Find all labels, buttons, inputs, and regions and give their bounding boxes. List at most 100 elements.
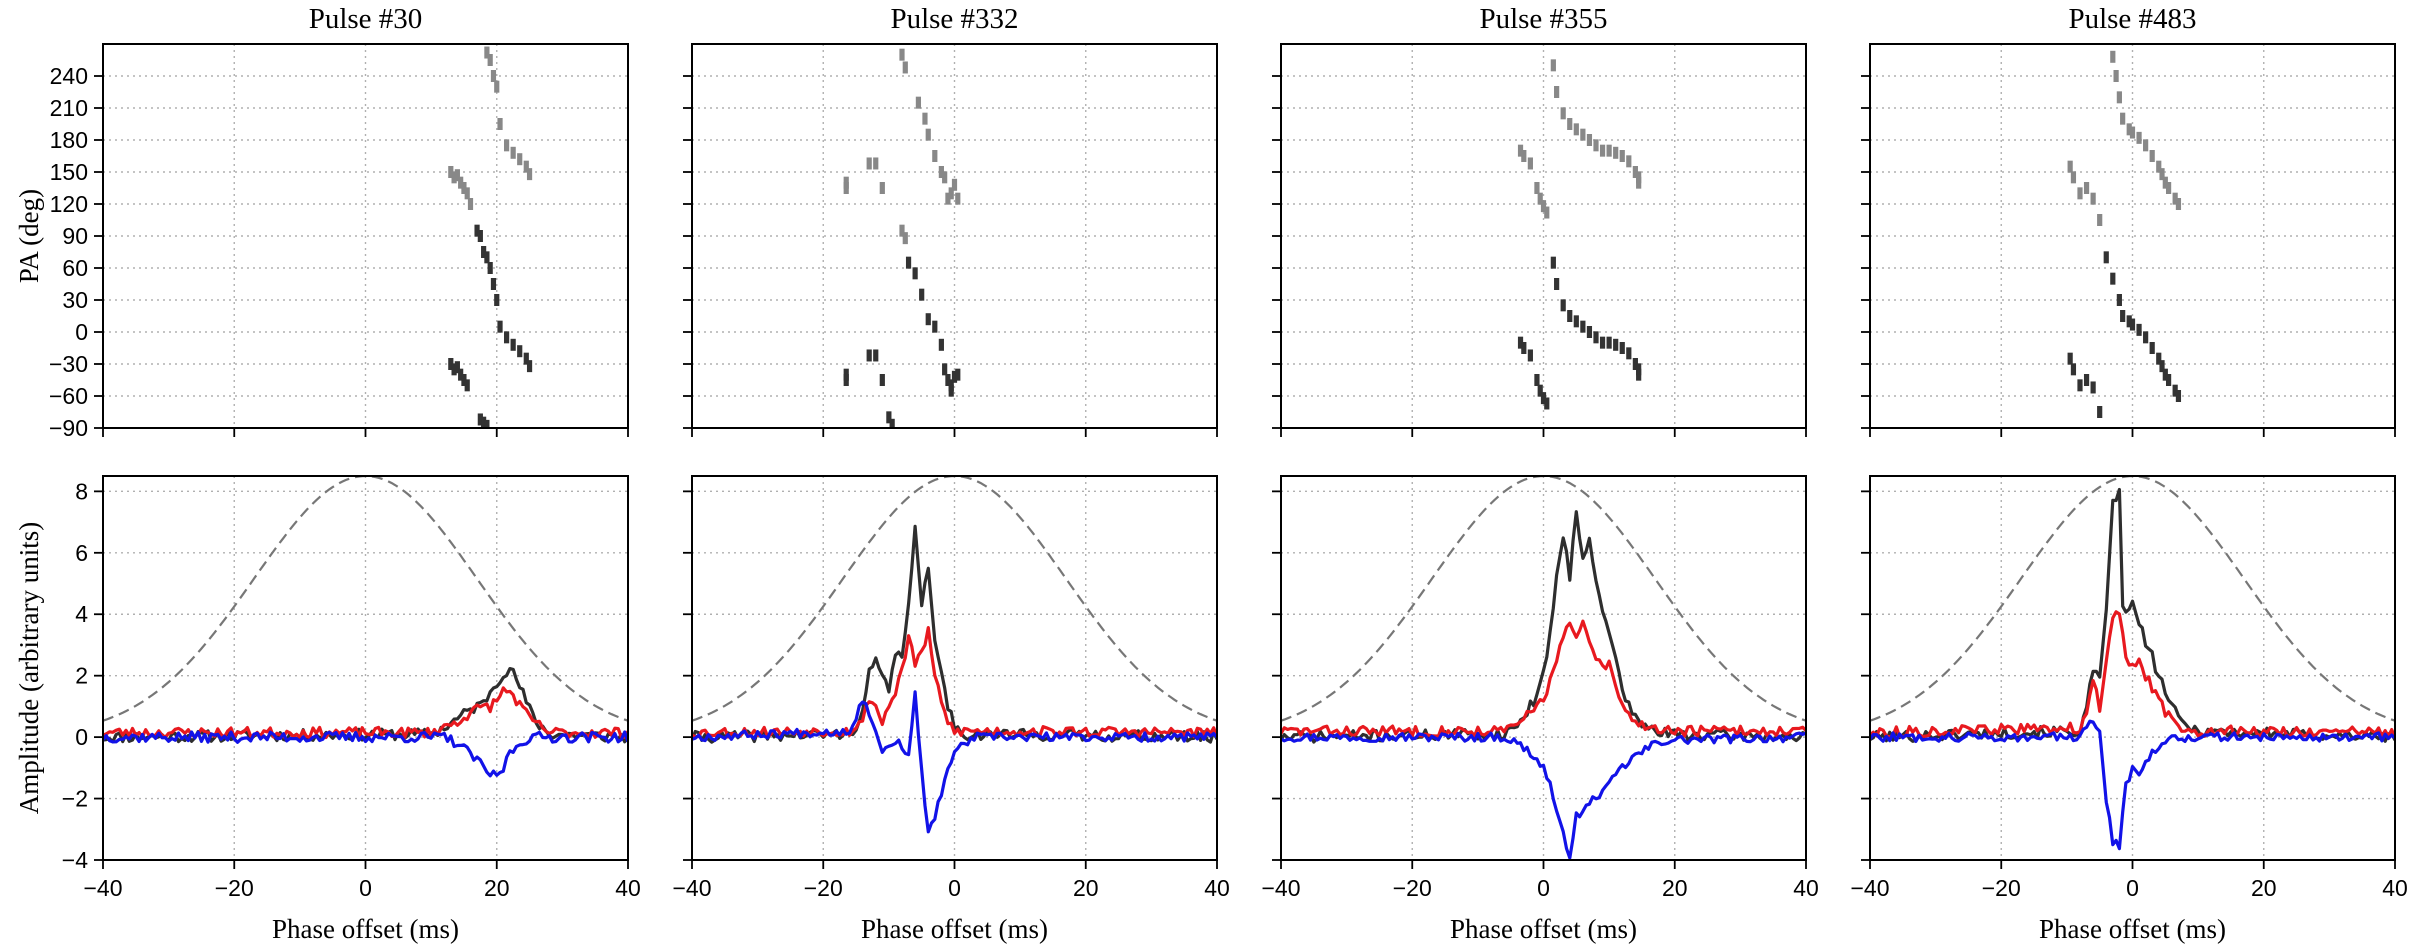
pa-point (879, 374, 885, 386)
gridlines (103, 476, 628, 860)
y-tick-label: 240 (50, 63, 88, 89)
pa-point (497, 118, 503, 130)
pa-point (945, 374, 951, 386)
x-tick-label: −40 (83, 875, 122, 901)
pa-point (922, 112, 928, 125)
pa-panel-1: −90 −60 −30 0 30 60 90 120 150 180 210 240 Pulse #30… (14, 3, 629, 441)
x-tick-label: 40 (615, 875, 641, 901)
pa-point (2136, 131, 2142, 144)
y-tick-label: 30 (62, 287, 88, 313)
plot-area (2067, 50, 2182, 418)
x-tick-label: −40 (1850, 875, 1889, 901)
pa-point (2110, 272, 2116, 285)
pa-point (886, 411, 892, 424)
profile-line-linear-polarization (1281, 619, 1806, 738)
pa-point (2165, 374, 2172, 386)
pa-point (1626, 347, 1632, 360)
pa-point (1636, 368, 1642, 381)
pa-point (2126, 123, 2132, 136)
pa-panel-3: Pulse #355 (1272, 3, 1807, 437)
pa-point (458, 176, 464, 189)
pa-point (2097, 406, 2103, 418)
y-tick-label: −2 (62, 786, 88, 812)
pa-point (866, 349, 872, 362)
y-tick-label: 8 (75, 478, 88, 504)
gridlines (103, 44, 628, 428)
x-tick-label: 20 (1073, 875, 1099, 901)
pa-point (955, 368, 961, 381)
y-tick-label: 120 (50, 191, 88, 217)
pa-point (902, 232, 908, 245)
gridlines (1281, 44, 1806, 428)
pa-point (2090, 192, 2096, 205)
pa-panel-2: Pulse #332 (683, 3, 1218, 437)
y-tick-label: 180 (50, 127, 88, 153)
x-tick-label: −40 (672, 875, 711, 901)
pa-point (899, 48, 905, 61)
gridlines (1870, 44, 2395, 428)
pa-point (481, 416, 487, 428)
pa-point (873, 349, 879, 362)
pa-point (866, 157, 872, 170)
pa-point (2070, 363, 2077, 376)
y-tick-label: 0 (75, 724, 88, 750)
pa-point (1619, 150, 1625, 162)
pa-point (1560, 107, 1566, 120)
x-tick-label: 40 (2382, 875, 2408, 901)
pa-point (2143, 331, 2149, 344)
pa-point (948, 384, 954, 397)
pa-point (526, 168, 533, 181)
pa-point (2156, 160, 2162, 173)
pa-point (1573, 123, 1579, 136)
pa-point (889, 418, 895, 428)
plot-area (1517, 59, 1642, 410)
x-tick-label: 0 (2126, 875, 2139, 901)
plot-area (1870, 476, 2395, 851)
pa-point (1554, 86, 1560, 98)
pa-point (448, 166, 454, 178)
pa-point (2156, 352, 2162, 365)
panel-title: Pulse #483 (2068, 3, 2196, 35)
x-tick-label: 0 (1537, 875, 1550, 901)
pa-point (1521, 342, 1527, 354)
pa-point (932, 320, 938, 333)
plot-area (692, 476, 1217, 834)
pa-point (951, 370, 958, 383)
pa-point (2120, 310, 2126, 322)
gridlines (1870, 476, 2395, 860)
pa-point (1606, 144, 1612, 157)
pa-point (1560, 299, 1566, 312)
y-tick-label: 6 (75, 540, 88, 566)
x-axis-label: Phase offset (ms) (861, 914, 1048, 944)
pa-point (1544, 206, 1550, 219)
pa-point (2070, 171, 2077, 184)
profile-panel-3: −40 −20 0 20 40 Phase offset (ms) (1261, 475, 1819, 944)
plot-area (1281, 476, 1806, 860)
x-tick-label: 0 (948, 875, 961, 901)
pa-point (1534, 182, 1540, 194)
pa-point (948, 187, 954, 200)
pa-point (2175, 198, 2182, 210)
x-tick-label: −20 (1982, 875, 2021, 901)
y-axis-label: PA (deg) (14, 189, 44, 283)
pa-point (873, 157, 879, 170)
pa-point (2067, 352, 2073, 365)
pa-point (454, 169, 460, 182)
beam-envelope (1870, 476, 2395, 722)
pa-point (925, 128, 931, 141)
x-tick-label: −20 (1393, 875, 1432, 901)
pa-point (2159, 360, 2165, 373)
pa-point (1586, 326, 1593, 338)
pa-point (451, 171, 457, 184)
x-tick-label: 20 (2251, 875, 2277, 901)
panel-title: Pulse #355 (1479, 3, 1607, 35)
pa-point (494, 294, 500, 306)
pa-point (2090, 381, 2096, 394)
pa-point (2172, 192, 2178, 205)
pa-point (2077, 379, 2083, 392)
pa-point (448, 358, 454, 370)
pa-point (1554, 278, 1560, 290)
pa-point (1626, 155, 1632, 168)
y-axis-label: Amplitude (arbitrary units) (14, 522, 44, 814)
pa-point (1619, 342, 1625, 354)
